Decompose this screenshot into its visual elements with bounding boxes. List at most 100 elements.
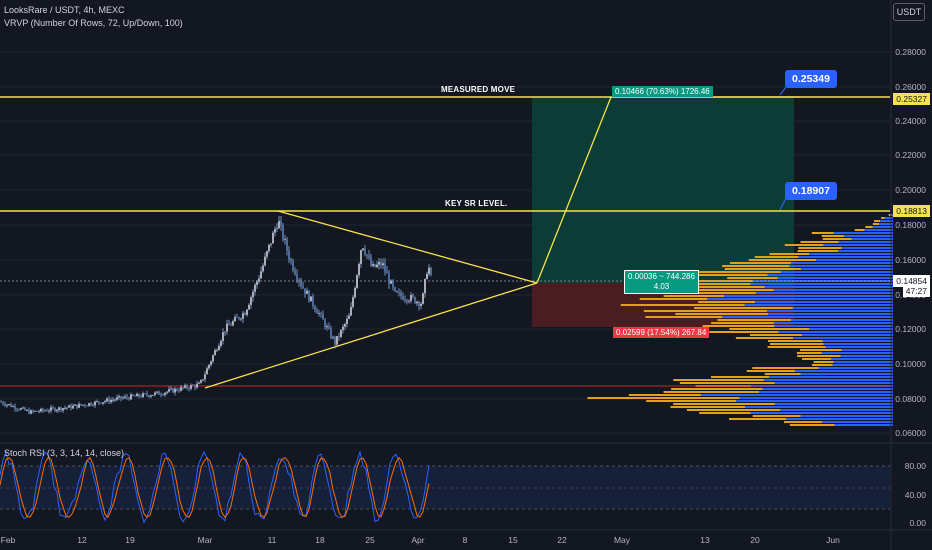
vp-bar-up (890, 214, 893, 216)
vp-bar-up (759, 391, 893, 393)
candle-body (292, 261, 294, 271)
callout-pointer-key (779, 197, 787, 211)
stop-info-box[interactable]: 0.02599 (17.54%) 267.84 (613, 327, 710, 338)
candle-body (160, 394, 162, 396)
candle-body (32, 410, 34, 412)
candle-body (170, 388, 172, 390)
price-label: 0.08000 (895, 394, 926, 404)
vp-bar-up (762, 388, 893, 390)
vp-bar-down (797, 250, 839, 252)
symbol-legend[interactable]: LooksRare / USDT, 4h, MEXC (4, 5, 125, 15)
key-sr-label[interactable]: KEY SR LEVEL. (445, 199, 508, 208)
vp-bar-down (729, 418, 787, 420)
vp-bar-up (823, 244, 893, 246)
candle-body (428, 267, 430, 274)
candle-body (100, 402, 102, 404)
vp-bar-up (801, 268, 893, 270)
candle-body (400, 292, 402, 297)
vp-bar-up (701, 394, 893, 396)
candle-body (118, 396, 120, 398)
date-label: 13 (700, 535, 710, 545)
price-label: 0.20000 (895, 185, 926, 195)
vp-bar-down (710, 376, 770, 378)
measured-move-label[interactable]: MEASURED MOVE (441, 85, 516, 94)
vp-bar-down (813, 361, 834, 363)
callout-key-level[interactable]: 0.18907 (785, 182, 837, 200)
indicator-legend[interactable]: VRVP (Number Of Rows, 72, Up/Down, 100) (4, 18, 183, 28)
candle-body (116, 397, 118, 400)
candle-body (340, 329, 342, 337)
vp-bar-down (643, 310, 767, 312)
price-label: 0.28000 (895, 47, 926, 57)
vp-bar-up (821, 421, 893, 423)
vp-bar-up (838, 250, 893, 252)
vp-bar-down (800, 241, 839, 243)
candle-body (150, 395, 152, 397)
candle-body (76, 404, 78, 408)
candle-body (288, 250, 290, 260)
candle-body (254, 284, 256, 292)
vp-bar-up (786, 418, 893, 420)
candle-body (276, 228, 278, 230)
candle-body (60, 407, 62, 411)
projection-path[interactable] (536, 96, 800, 284)
candle-body (388, 273, 390, 284)
candle-body (384, 263, 386, 272)
vp-bar-up (822, 340, 893, 342)
date-label: 15 (508, 535, 518, 545)
triangle-lower-line[interactable] (204, 282, 538, 389)
candle-body (174, 388, 176, 393)
vp-bar-down (673, 403, 775, 405)
candle-body (168, 389, 170, 392)
candle-body (354, 288, 356, 298)
candle-body (348, 315, 350, 319)
candle-body (320, 313, 322, 314)
candle-body (362, 248, 364, 251)
vp-bar-down (764, 373, 801, 375)
candle-body (152, 394, 154, 396)
candle-body (30, 410, 32, 414)
candle-body (260, 271, 262, 279)
currency-button[interactable]: USDT (893, 3, 925, 21)
candle-body (304, 288, 306, 294)
vp-bar-up (792, 307, 893, 309)
candle-body (6, 404, 8, 406)
vp-bar-up (707, 298, 893, 300)
target-info-box[interactable]: 0.10466 (70.63%) 1726.46 (612, 86, 713, 97)
candle-body (408, 300, 410, 302)
candle-body (98, 401, 100, 403)
candle-body (102, 402, 104, 404)
entry-info-box[interactable]: 0.00036 ~ 744.286 4.03 (624, 270, 699, 294)
vp-bar-down (679, 382, 775, 384)
vp-bar-up (864, 229, 893, 231)
candle-body (180, 387, 182, 391)
vp-bar-down (639, 298, 708, 300)
vp-bar-up (768, 313, 893, 315)
vp-bar-up (739, 397, 893, 399)
candle-body (178, 390, 180, 392)
candle-body (52, 407, 54, 409)
callout-upper-target[interactable]: 0.25349 (785, 70, 837, 88)
vp-bar-up (809, 253, 893, 255)
vp-bar-down (620, 304, 745, 306)
candle-body (104, 401, 106, 403)
date-label: 8 (462, 535, 468, 545)
stoch-axis-label: 0.00 (909, 518, 926, 528)
candle-body (78, 403, 80, 408)
vp-bar-down (709, 331, 779, 333)
vp-bar-up (755, 301, 893, 303)
callout-pointer-upper (779, 86, 787, 96)
vp-bar-up (825, 346, 893, 348)
triangle-upper-line[interactable] (277, 210, 538, 284)
candle-body (256, 281, 258, 285)
candle-body (394, 287, 396, 291)
vp-bar-up (832, 364, 893, 366)
stoch-legend[interactable]: Stoch RSI (3, 3, 14, 14, close) (4, 448, 125, 458)
candle-body (16, 409, 18, 410)
candle-body (220, 340, 222, 346)
candle-body (92, 405, 94, 407)
vp-bar-down (671, 388, 763, 390)
candle-body (392, 280, 394, 288)
vp-bar-up (744, 304, 893, 306)
